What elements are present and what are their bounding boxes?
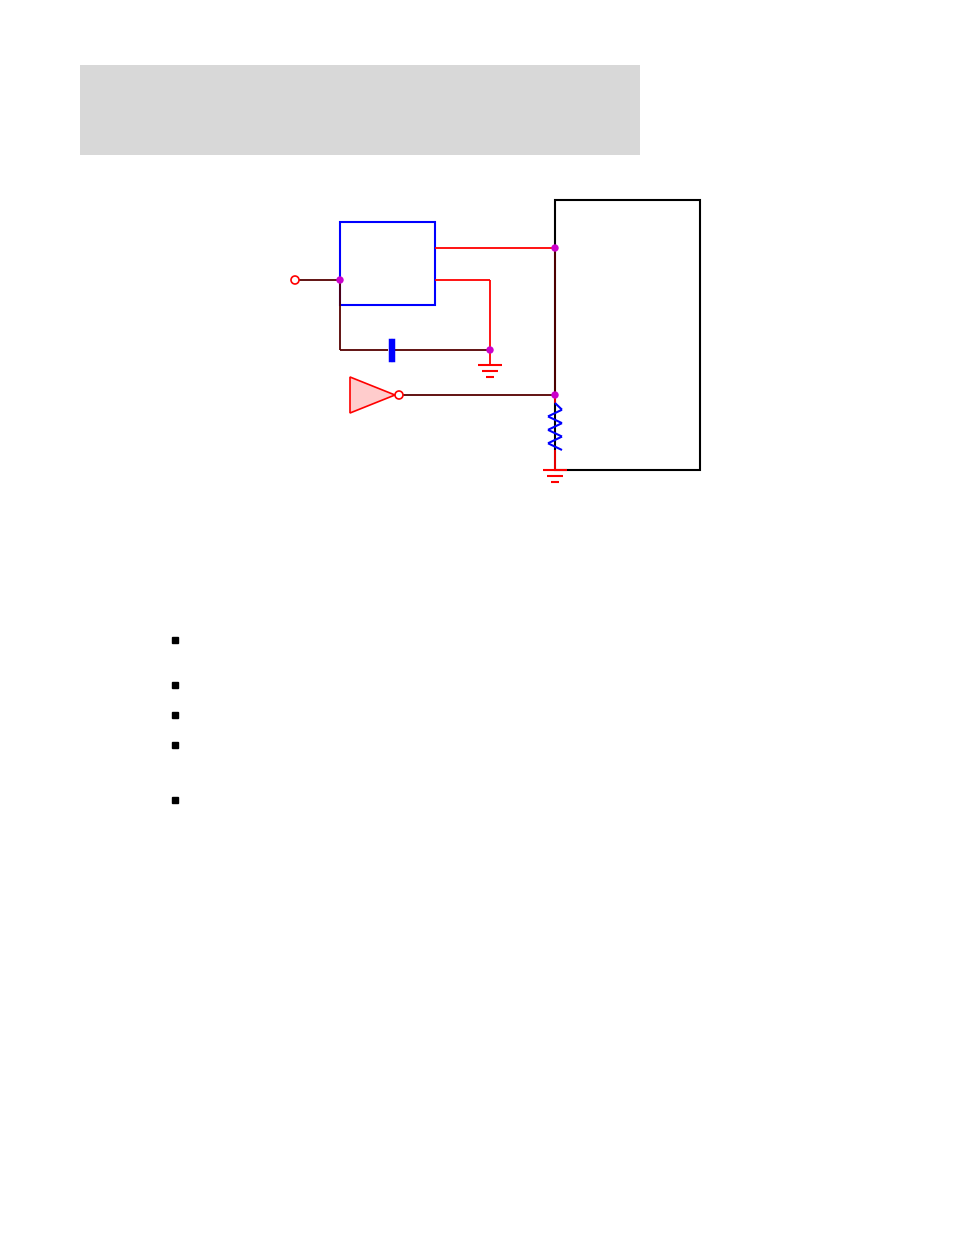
Circle shape [486,347,493,353]
Bar [555,200,700,471]
Bar [80,65,639,156]
Bar [339,222,435,305]
Circle shape [552,391,558,398]
Polygon shape [350,377,395,412]
Circle shape [336,277,343,283]
Circle shape [552,245,558,251]
